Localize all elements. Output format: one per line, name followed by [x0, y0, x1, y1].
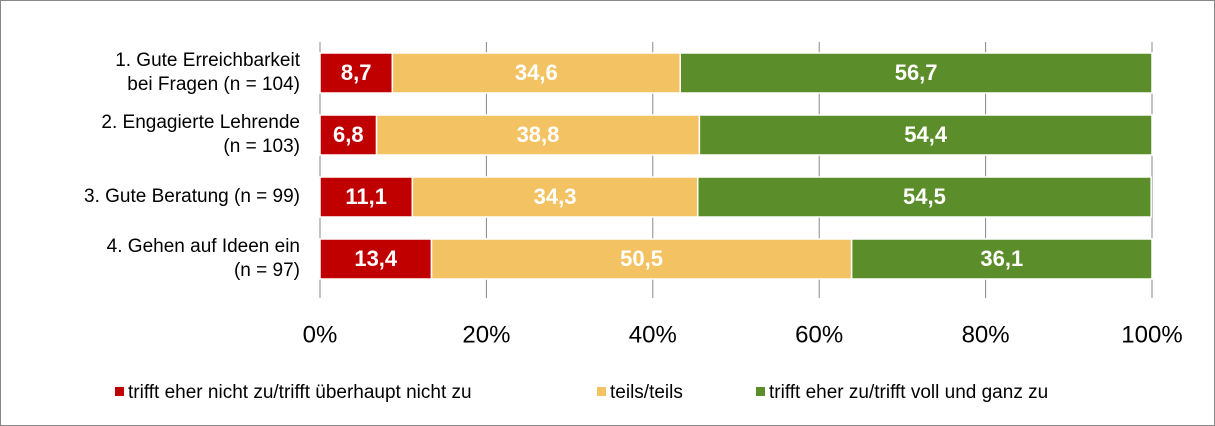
data-label: 54,4 [904, 122, 948, 147]
data-label: 56,7 [895, 60, 938, 85]
y-tick-label: 3. Gute Beratung (n = 99) [84, 186, 300, 207]
x-tick-label: 60% [795, 321, 843, 348]
y-tick-label: 1. Gute Erreichbarkeit bei Fragen (n = 10… [115, 50, 301, 95]
bar-segment [679, 52, 1153, 94]
data-label: 13,4 [354, 246, 398, 271]
data-label: 38,8 [517, 122, 560, 147]
data-label: 34,3 [534, 184, 577, 209]
x-tick-label: 20% [462, 321, 510, 348]
legend-label: teils/teils [610, 382, 683, 403]
legend-swatch [597, 387, 606, 396]
bar-segment [391, 52, 682, 94]
bar-segment [850, 238, 1153, 280]
legend-label: trifft eher zu/trifft voll und ganz zu [769, 382, 1048, 403]
x-tick-label: 40% [629, 321, 677, 348]
legend-label: trifft eher nicht zu/trifft überhaupt ni… [128, 382, 472, 403]
bar-segment [411, 176, 699, 218]
y-tick-label: 2. Engagierte Lehrende (n = 103) [101, 112, 300, 157]
data-label: 50,5 [620, 246, 663, 271]
x-tick-label: 100% [1121, 321, 1182, 348]
data-label: 8,7 [341, 60, 372, 85]
y-tick-label: 4. Gehen auf Ideen ein (n = 97) [107, 236, 300, 281]
bar-segment [319, 238, 433, 280]
legend-swatch [756, 387, 765, 396]
legend-swatch [115, 387, 124, 396]
x-tick-label: 0% [303, 321, 338, 348]
data-label: 36,1 [980, 246, 1023, 271]
bar-segment [698, 114, 1153, 156]
bar-segment [319, 114, 378, 156]
bar-segment [696, 176, 1152, 218]
data-label: 34,6 [515, 60, 558, 85]
data-label: 11,1 [345, 184, 387, 209]
data-label: 6,8 [333, 122, 364, 147]
data-label: 54,5 [903, 184, 946, 209]
x-tick-label: 80% [962, 321, 1010, 348]
